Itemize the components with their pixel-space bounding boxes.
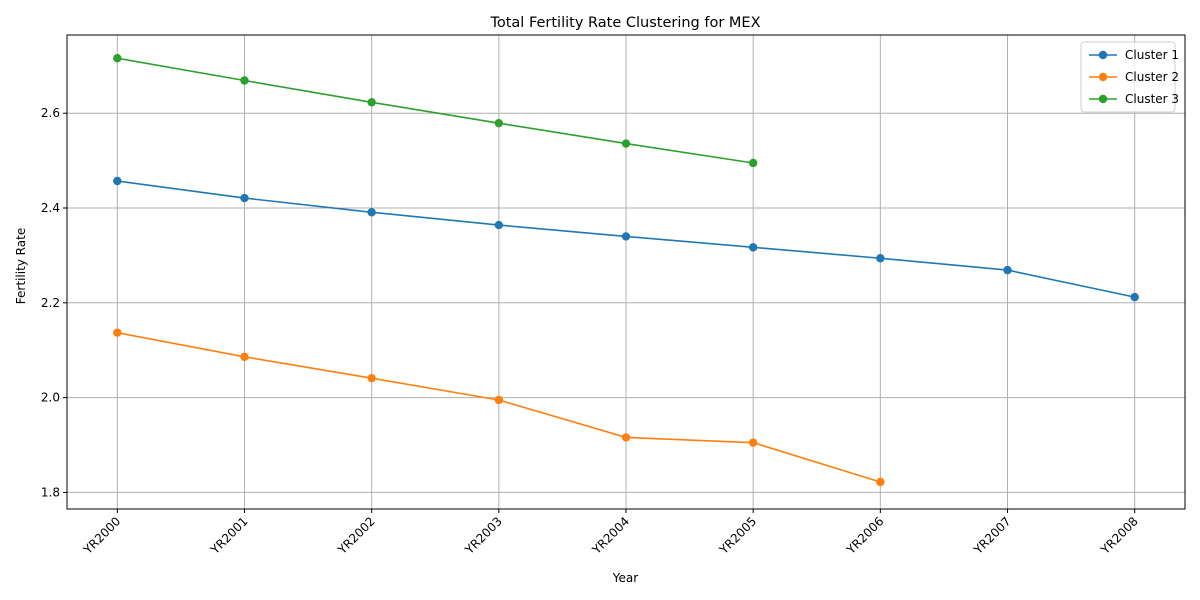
data-point bbox=[113, 328, 122, 337]
y-tick-label: 2.4 bbox=[41, 201, 60, 215]
data-point bbox=[367, 208, 376, 217]
data-point bbox=[367, 373, 376, 383]
x-tick-label: YR2007 bbox=[970, 514, 1013, 557]
data-point bbox=[240, 193, 249, 203]
x-axis-label: Year bbox=[612, 571, 638, 585]
y-tick-label: 2.2 bbox=[41, 296, 60, 310]
x-tick-label: YR2001 bbox=[207, 514, 250, 557]
y-axis-label: Fertility Rate bbox=[14, 228, 28, 304]
data-point bbox=[494, 118, 504, 128]
data-point bbox=[748, 438, 758, 447]
x-tick-label: YR2003 bbox=[462, 514, 505, 557]
x-tick-label: YR2005 bbox=[716, 514, 759, 557]
legend-item: Cluster 3 bbox=[1089, 92, 1179, 106]
x-tick-label: YR2008 bbox=[1098, 514, 1141, 557]
data-point bbox=[240, 76, 249, 85]
x-tick-label: YR2006 bbox=[843, 514, 886, 557]
series-2 bbox=[113, 328, 885, 487]
y-axis: 1.8 2.0 2.2 2.4 2.6 bbox=[41, 106, 67, 499]
data-point bbox=[1003, 265, 1012, 275]
y-tick-label: 2.6 bbox=[41, 106, 60, 120]
data-point bbox=[621, 139, 631, 148]
legend-marker bbox=[1098, 50, 1108, 60]
legend-item: Cluster 1 bbox=[1089, 48, 1179, 62]
grid bbox=[67, 35, 1185, 509]
x-tick-label: YR2000 bbox=[80, 514, 123, 557]
data-point bbox=[748, 243, 758, 252]
series-1 bbox=[113, 176, 1139, 302]
data-point bbox=[876, 254, 885, 263]
data-point bbox=[494, 395, 504, 405]
legend-marker bbox=[1098, 72, 1108, 82]
x-tick-label: YR2002 bbox=[334, 514, 377, 557]
data-point bbox=[494, 220, 504, 230]
data-point bbox=[367, 98, 376, 107]
data-point bbox=[113, 54, 122, 63]
chart-title: Total Fertility Rate Clustering for MEX bbox=[489, 15, 760, 31]
legend-label: Cluster 3 bbox=[1125, 92, 1179, 106]
y-tick-label: 2.0 bbox=[41, 391, 60, 405]
legend-label: Cluster 1 bbox=[1125, 48, 1179, 62]
legend: Cluster 1 Cluster 2 Cluster 3 bbox=[1080, 41, 1179, 113]
y-tick-label: 1.8 bbox=[41, 485, 60, 499]
data-point bbox=[621, 232, 631, 241]
legend-marker bbox=[1098, 94, 1108, 104]
data-point bbox=[240, 352, 249, 362]
series-line bbox=[117, 57, 754, 164]
data-point bbox=[113, 176, 122, 186]
x-axis: YR2000 YR2001 YR2002 YR2003 YR2004 YR2005 YR20… bbox=[80, 509, 1141, 558]
data-point bbox=[621, 433, 631, 442]
legend-label: Cluster 2 bbox=[1125, 70, 1179, 84]
x-tick-label: YR2004 bbox=[589, 514, 632, 557]
legend-item: Cluster 2 bbox=[1089, 70, 1179, 84]
series-3 bbox=[113, 54, 758, 168]
data-point bbox=[876, 477, 885, 487]
legend-box bbox=[1080, 41, 1176, 113]
data-point bbox=[1130, 292, 1139, 302]
series-layer bbox=[113, 54, 1139, 487]
data-point bbox=[748, 158, 758, 168]
